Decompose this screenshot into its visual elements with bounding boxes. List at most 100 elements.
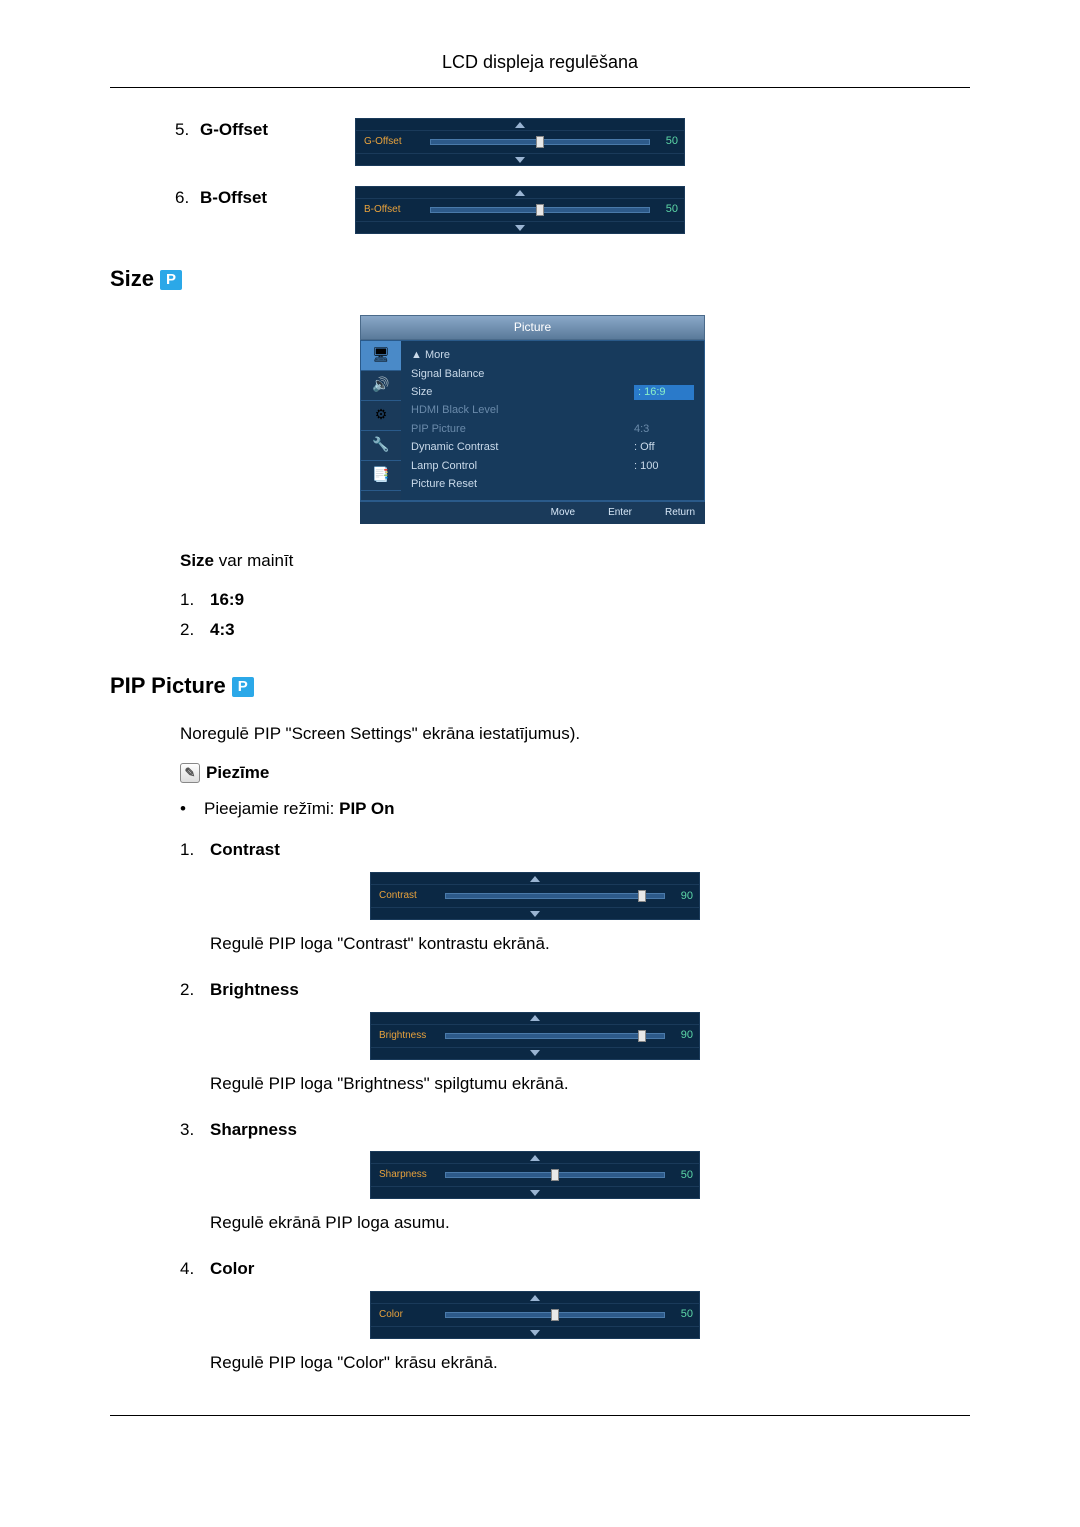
slider-name: B-Offset xyxy=(362,203,424,217)
menu-item-label: Dynamic Contrast xyxy=(411,440,634,455)
slider-down-arrow[interactable] xyxy=(371,1047,699,1059)
slider-down-arrow[interactable] xyxy=(356,221,684,233)
pip-intro: Noregulē PIP "Screen Settings" ekrāna ie… xyxy=(180,722,970,746)
slider-main: Sharpness 50 xyxy=(371,1164,699,1186)
menu-item-value xyxy=(634,367,694,382)
menu-item-value xyxy=(634,477,694,492)
slider-up-arrow[interactable] xyxy=(371,873,699,885)
slider-main: Color 50 xyxy=(371,1304,699,1326)
picture-menu: Picture 🖥 🔊 ⚙ 🔧 📑 ▲ More Signal Balance … xyxy=(360,315,705,524)
slider-down-arrow[interactable] xyxy=(371,907,699,919)
slider-thumb[interactable] xyxy=(638,890,646,902)
menu-item-label: Picture Reset xyxy=(411,477,634,492)
picture-menu-title: Picture xyxy=(360,315,705,340)
menu-item-label: PIP Picture xyxy=(411,422,634,437)
slider-name: Brightness xyxy=(377,1029,439,1043)
pip-item-label: Contrast xyxy=(210,838,280,862)
pip-item-desc: Regulē PIP loga "Color" krāsu ekrānā. xyxy=(210,1351,970,1375)
footer-line xyxy=(110,1415,970,1416)
page: LCD displeja regulēšana 5. G-Offset G-Of… xyxy=(0,0,1080,1456)
pip-item-num: 4. xyxy=(180,1257,210,1281)
pip-item-desc: Regulē PIP loga "Brightness" spilgtumu e… xyxy=(210,1072,970,1096)
offset-slider-col: B-Offset 50 xyxy=(355,186,970,234)
footer-return: Return xyxy=(650,506,695,520)
size-option: 2. 4:3 xyxy=(180,618,970,642)
slider-track[interactable] xyxy=(445,1172,665,1178)
bullet-text: Pieejamie režīmi: PIP On xyxy=(204,797,395,821)
slider-thumb[interactable] xyxy=(551,1309,559,1321)
slider-up-arrow[interactable] xyxy=(371,1013,699,1025)
pip-item-slider: Sharpness 50 xyxy=(370,1151,970,1199)
pip-item-label: Sharpness xyxy=(210,1118,297,1142)
slider-widget[interactable]: Brightness 90 xyxy=(370,1012,700,1060)
menu-item[interactable]: PIP Picture 4:3 xyxy=(411,420,694,438)
menu-item[interactable]: ▲ More xyxy=(411,347,694,365)
slider-down-arrow[interactable] xyxy=(371,1186,699,1198)
slider-thumb[interactable] xyxy=(536,204,544,216)
menu-item[interactable]: Picture Reset xyxy=(411,476,694,494)
slider-widget[interactable]: Color 50 xyxy=(370,1291,700,1339)
menu-item[interactable]: Lamp Control : 100 xyxy=(411,457,694,475)
slider-widget[interactable]: Contrast 90 xyxy=(370,872,700,920)
slider-track[interactable] xyxy=(445,1312,665,1318)
slider-main: Contrast 90 xyxy=(371,885,699,907)
bullet-pre: Pieejamie režīmi: xyxy=(204,799,339,818)
size-desc: Size var mainīt xyxy=(180,549,970,573)
slider-track[interactable] xyxy=(430,207,650,213)
footer-enter: Enter xyxy=(593,506,632,520)
menu-item-value: 4:3 xyxy=(634,422,694,437)
size-option-label: 16:9 xyxy=(210,588,244,612)
pip-item-num: 1. xyxy=(180,838,210,862)
slider-up-arrow[interactable] xyxy=(371,1152,699,1164)
slider-widget[interactable]: Sharpness 50 xyxy=(370,1151,700,1199)
menu-item[interactable]: Size : 16:9 xyxy=(411,384,694,402)
menu-item[interactable]: Signal Balance xyxy=(411,365,694,383)
slider-down-arrow[interactable] xyxy=(371,1326,699,1338)
slider-down-arrow[interactable] xyxy=(356,153,684,165)
pip-item-header: 2. Brightness xyxy=(180,978,970,1002)
offset-num: 6. xyxy=(110,186,200,210)
size-option-num: 2. xyxy=(180,618,210,642)
slider-track[interactable] xyxy=(445,1033,665,1039)
slider-track[interactable] xyxy=(445,893,665,899)
menu-item-value xyxy=(634,403,694,418)
pip-item-header: 1. Contrast xyxy=(180,838,970,862)
offset-num: 5. xyxy=(110,118,200,142)
slider-widget[interactable]: G-Offset 50 xyxy=(355,118,685,166)
slider-thumb[interactable] xyxy=(638,1030,646,1042)
picture-menu-body: 🖥 🔊 ⚙ 🔧 📑 ▲ More Signal Balance Size : 1… xyxy=(360,340,705,501)
slider-thumb[interactable] xyxy=(551,1169,559,1181)
pip-item-slider: Contrast 90 xyxy=(370,872,970,920)
size-desc-rest: var mainīt xyxy=(214,551,293,570)
slider-track[interactable] xyxy=(430,139,650,145)
menu-item[interactable]: Dynamic Contrast : Off xyxy=(411,439,694,457)
slider-name: G-Offset xyxy=(362,135,424,149)
slider-widget[interactable]: B-Offset 50 xyxy=(355,186,685,234)
p-icon: P xyxy=(232,677,254,697)
menu-item-value: : 100 xyxy=(634,459,694,474)
size-option-label: 4:3 xyxy=(210,618,235,642)
menu-item[interactable]: HDMI Black Level xyxy=(411,402,694,420)
menu-icon: 🔧 xyxy=(361,431,401,461)
bullet-row: • Pieejamie režīmi: PIP On xyxy=(180,797,970,821)
size-option-num: 1. xyxy=(180,588,210,612)
offset-slider-col: G-Offset 50 xyxy=(355,118,970,166)
offset-label: B-Offset xyxy=(200,186,355,210)
picture-menu-icons: 🖥 🔊 ⚙ 🔧 📑 xyxy=(361,341,401,500)
slider-value: 50 xyxy=(656,134,678,149)
slider-thumb[interactable] xyxy=(536,136,544,148)
menu-icon: 🔊 xyxy=(361,371,401,401)
offset-row: 5. G-Offset G-Offset 50 xyxy=(110,118,970,166)
note-icon: ✎ xyxy=(180,763,200,783)
bullet: • xyxy=(180,797,204,821)
slider-up-arrow[interactable] xyxy=(356,119,684,131)
slider-up-arrow[interactable] xyxy=(371,1292,699,1304)
footer-move: Move xyxy=(536,506,575,520)
pip-item-header: 4. Color xyxy=(180,1257,970,1281)
slider-up-arrow[interactable] xyxy=(356,187,684,199)
offset-row: 6. B-Offset B-Offset 50 xyxy=(110,186,970,234)
menu-icon: ⚙ xyxy=(361,401,401,431)
size-desc-bold: Size xyxy=(180,551,214,570)
note-label: Piezīme xyxy=(206,761,269,785)
picture-menu-footer: Move Enter Return xyxy=(360,501,705,524)
